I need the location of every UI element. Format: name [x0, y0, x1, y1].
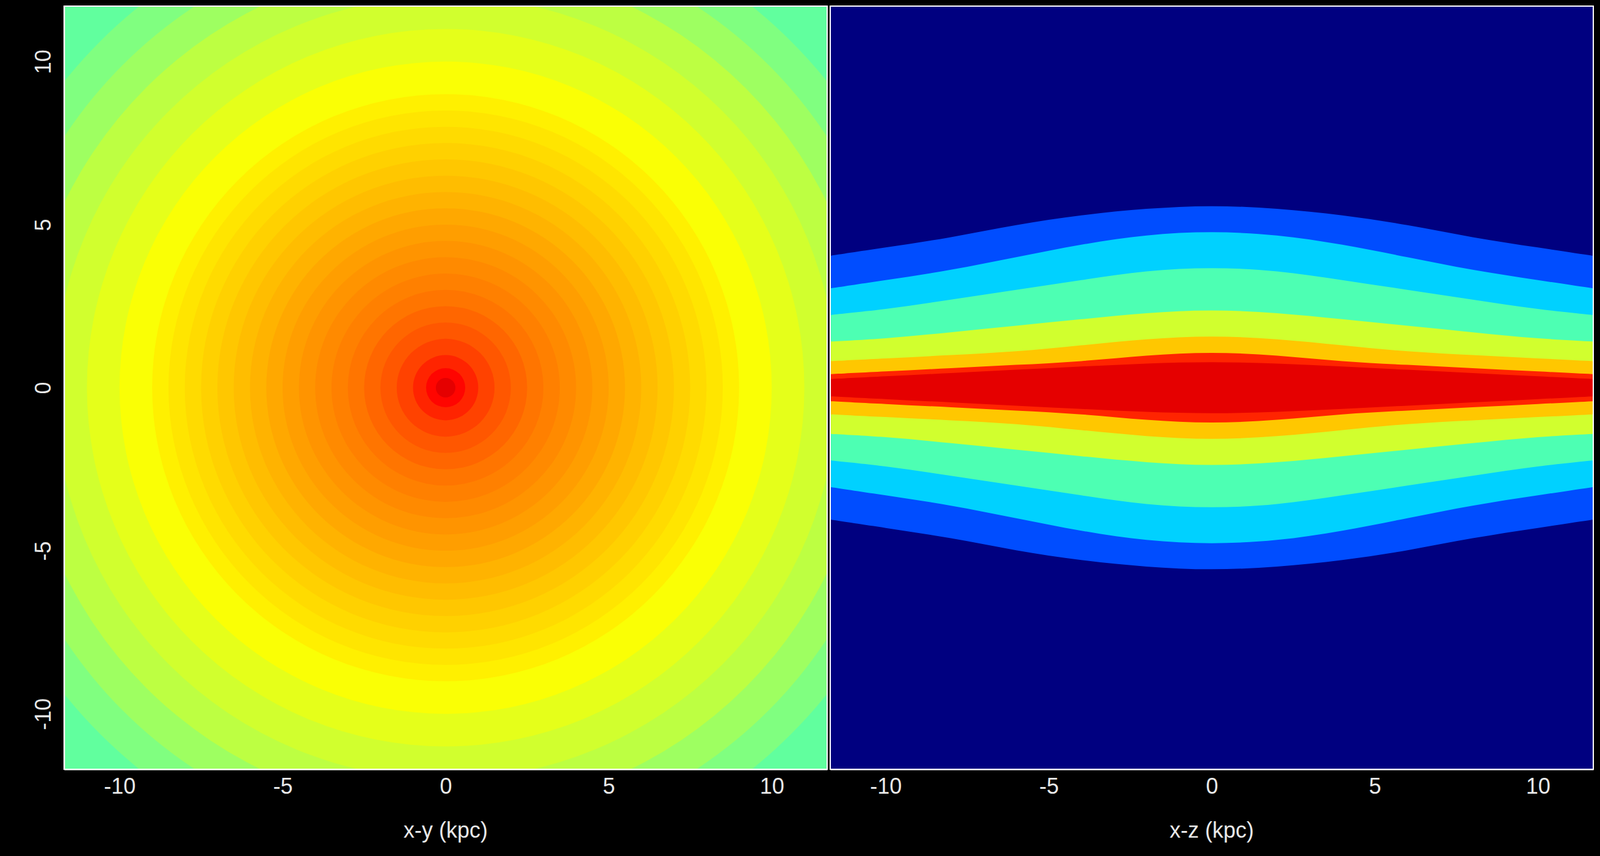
tick-label: -5 — [1038, 773, 1059, 799]
density-ring — [249, 191, 641, 583]
tick: -10 — [30, 698, 65, 731]
density-ring — [380, 322, 511, 453]
tick-label: 5 — [30, 218, 56, 231]
density-level — [830, 336, 1594, 439]
tick: -5 — [1038, 769, 1059, 799]
tick: -5 — [30, 541, 65, 562]
density-ring — [396, 338, 495, 437]
tick-label: 5 — [603, 773, 616, 799]
density-ring — [200, 142, 690, 632]
density-ring — [64, 6, 828, 770]
density-level — [830, 352, 1594, 423]
density-level — [830, 206, 1594, 570]
density-level — [830, 267, 1594, 508]
tick: 0 — [1205, 769, 1218, 799]
frame — [830, 6, 1594, 770]
tick-label: 0 — [1205, 773, 1218, 799]
axis-line — [64, 769, 828, 771]
tick: -5 — [272, 769, 293, 799]
tick-label: 10 — [1526, 773, 1551, 799]
chart: -10 -5 0 5 10 -10 -5 0 5 10 x-y (kpc) -10 -5 0 5 10 x-z … — [0, 0, 1600, 856]
density-ring — [282, 224, 609, 551]
axis-line — [64, 6, 66, 770]
tick: 10 — [30, 49, 65, 74]
density-level — [830, 231, 1594, 543]
tick-label: 0 — [30, 381, 56, 394]
density-ring — [64, 6, 828, 770]
density-ring — [266, 208, 626, 568]
tick: 10 — [760, 769, 785, 799]
x-axis: -10 -5 0 5 10 — [830, 769, 1594, 799]
tick: -10 — [869, 769, 902, 799]
tick-label: -5 — [272, 773, 293, 799]
tick: 5 — [1369, 769, 1382, 799]
density-ring — [331, 273, 560, 502]
tick-label: 5 — [1369, 773, 1382, 799]
tick-label: 10 — [30, 49, 56, 74]
panel: -10 -5 0 5 10 x-z (kpc) — [820, 6, 1600, 843]
tick-label: 0 — [439, 773, 452, 799]
tick: 5 — [30, 218, 65, 231]
density-ring — [299, 241, 593, 535]
tick: -10 — [103, 769, 136, 799]
density-ring — [435, 377, 456, 398]
density-ring — [168, 110, 723, 665]
density-ring — [64, 6, 828, 770]
density-ring — [217, 159, 674, 616]
axis-title: x-y (kpc) — [403, 817, 488, 843]
density-level — [830, 361, 1594, 414]
density-level — [830, 310, 1594, 466]
frame — [64, 6, 828, 770]
tick: 0 — [439, 769, 452, 799]
tick-label: -10 — [869, 773, 902, 799]
density-ring — [363, 305, 527, 469]
y-axis: -10 -5 0 5 10 — [30, 6, 65, 770]
tick: 10 — [1526, 769, 1551, 799]
tick-label: 10 — [760, 773, 785, 799]
density-ring — [347, 289, 544, 486]
axis-title: x-z (kpc) — [1169, 817, 1254, 843]
tick-label: -10 — [103, 773, 136, 799]
tick: 5 — [603, 769, 616, 799]
density-ring — [64, 6, 828, 770]
density-ring — [233, 175, 658, 600]
density-map — [830, 6, 1594, 770]
density-map — [64, 6, 828, 770]
density-ring — [413, 355, 479, 421]
density-ring — [86, 28, 804, 746]
tick-label: -10 — [30, 698, 56, 731]
tick-label: -5 — [30, 541, 56, 562]
density-ring — [314, 257, 576, 518]
axis-line — [830, 769, 1594, 771]
density-ring — [119, 61, 772, 714]
density-ring — [64, 6, 828, 770]
x-axis: -10 -5 0 5 10 — [64, 769, 828, 799]
tick: 0 — [30, 381, 65, 394]
density-ring — [184, 126, 707, 649]
density-ring — [152, 94, 740, 682]
density-ring — [426, 368, 466, 408]
